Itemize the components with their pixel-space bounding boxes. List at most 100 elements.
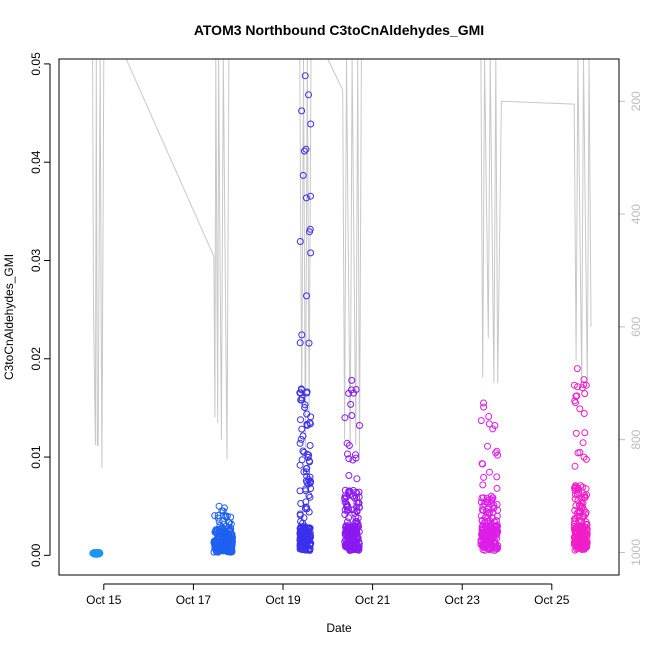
data-point xyxy=(344,450,351,458)
data-point xyxy=(581,429,589,437)
data-point xyxy=(580,506,588,514)
data-point xyxy=(303,505,311,513)
y-tick-label: 0.00 xyxy=(29,543,43,567)
data-point xyxy=(302,145,310,153)
data-point xyxy=(307,478,314,486)
data-point xyxy=(297,435,305,443)
y-tick-label: 0.03 xyxy=(29,248,43,272)
data-point xyxy=(571,487,579,495)
y-axis-label: C3toCnAldehydes_GMI xyxy=(2,254,16,380)
data-point xyxy=(485,413,493,420)
data-point xyxy=(297,416,304,424)
data-point xyxy=(302,194,310,202)
data-point xyxy=(341,495,349,503)
data-point xyxy=(580,381,588,389)
data-point xyxy=(493,473,501,481)
data-point xyxy=(306,442,314,449)
data-point xyxy=(342,526,350,533)
data-point xyxy=(222,513,230,521)
series-2 xyxy=(296,72,315,554)
data-point xyxy=(582,540,590,548)
data-point xyxy=(302,477,310,485)
data-point xyxy=(306,473,314,481)
data-point xyxy=(480,399,487,407)
data-point xyxy=(303,420,311,428)
data-point xyxy=(301,544,309,552)
data-point xyxy=(356,422,363,429)
data-point xyxy=(301,401,309,409)
data-point xyxy=(348,412,356,419)
data-point xyxy=(346,533,354,541)
data-point xyxy=(306,493,314,501)
data-point xyxy=(477,417,485,425)
data-point xyxy=(223,547,231,554)
data-point xyxy=(299,447,307,455)
data-point xyxy=(302,498,310,506)
data-point xyxy=(220,511,228,519)
data-point xyxy=(480,403,488,411)
right-tick-label: 600 xyxy=(629,317,643,337)
data-point xyxy=(307,120,315,128)
data-point xyxy=(301,72,309,80)
data-point xyxy=(219,532,227,540)
data-point xyxy=(298,456,306,464)
data-point xyxy=(572,392,580,400)
y-tick-label: 0.04 xyxy=(29,150,43,174)
data-point xyxy=(574,486,582,494)
data-point xyxy=(484,524,492,532)
data-point xyxy=(344,523,352,531)
data-point xyxy=(296,339,304,347)
data-point xyxy=(305,91,312,99)
data-point xyxy=(576,544,584,552)
data-point xyxy=(493,484,501,492)
series-0 xyxy=(89,548,104,558)
data-point xyxy=(307,249,315,257)
data-point xyxy=(486,468,493,476)
data-point xyxy=(307,192,314,200)
data-point xyxy=(297,385,305,393)
data-point xyxy=(298,331,306,339)
y-tick-label: 0.05 xyxy=(29,52,43,76)
data-point xyxy=(573,365,581,373)
data-point xyxy=(348,376,356,384)
x-tick-label: Oct 19 xyxy=(265,593,301,607)
data-point xyxy=(349,528,357,536)
data-point xyxy=(575,488,582,496)
data-point xyxy=(581,493,589,501)
right-tick-label: 800 xyxy=(629,429,643,449)
data-point xyxy=(490,504,498,512)
data-point xyxy=(571,484,578,492)
data-point xyxy=(343,507,351,515)
data-point xyxy=(94,548,102,556)
x-tick-label: Oct 23 xyxy=(445,593,481,607)
data-point xyxy=(571,517,579,525)
data-point xyxy=(347,540,355,548)
data-point xyxy=(299,432,307,440)
data-point xyxy=(225,540,232,548)
data-point xyxy=(573,544,581,552)
data-point xyxy=(481,546,489,554)
data-point xyxy=(303,292,310,300)
data-point xyxy=(298,107,306,115)
data-point xyxy=(301,404,309,411)
data-point xyxy=(341,414,349,422)
data-point xyxy=(341,498,349,506)
data-point xyxy=(303,464,311,472)
data-point xyxy=(493,543,501,551)
data-point xyxy=(489,494,497,502)
pressure-line xyxy=(92,59,592,468)
pressure-line-layer xyxy=(92,59,592,468)
data-point xyxy=(571,462,579,470)
data-point xyxy=(341,511,349,518)
data-point xyxy=(300,147,308,155)
y-tick-label: 0.02 xyxy=(29,347,43,371)
data-point xyxy=(306,420,314,428)
data-point xyxy=(494,527,502,535)
data-point xyxy=(580,410,588,417)
data-point xyxy=(303,410,311,418)
series-1 xyxy=(210,502,236,556)
data-point xyxy=(575,501,583,509)
data-point xyxy=(92,549,100,557)
data-point xyxy=(478,506,486,514)
